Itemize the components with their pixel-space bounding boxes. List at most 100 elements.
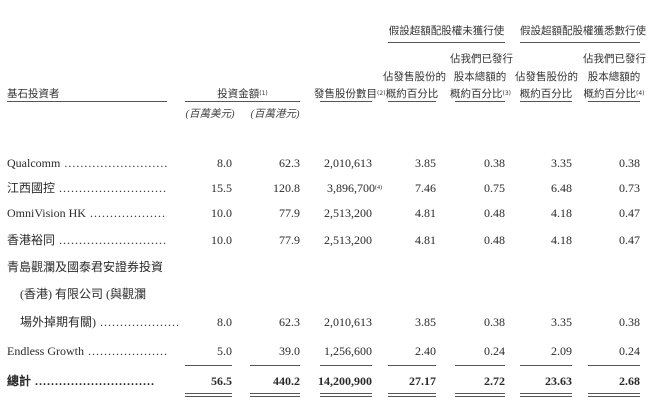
cell-p2: 0.38 — [415, 315, 505, 329]
subtotal-rule — [588, 365, 640, 366]
cell-usd: 5.0 — [142, 344, 232, 358]
cell-value: 0.24 — [484, 344, 505, 358]
cell-value: 4.81 — [415, 233, 436, 247]
cell-value: 0.73 — [619, 181, 640, 195]
cell-value: 2,513,200 — [324, 206, 372, 220]
cell-value: 0.75 — [484, 181, 505, 195]
cell-value: 2,010,613 — [324, 156, 372, 170]
cell-usd: 15.5 — [142, 181, 232, 195]
cell-p4: 2.68 — [550, 374, 640, 388]
investor-name-line2: (香港) 有限公司 (與觀瀾 — [20, 287, 146, 301]
total-double-rule — [388, 393, 436, 394]
rule — [388, 42, 505, 43]
cell-shares: 2,513,200 — [282, 233, 372, 247]
group-header-not-exercised: 假設超額配股權未獲行使 — [388, 25, 505, 37]
investment-amount-header: 投資金額(1) — [185, 87, 300, 101]
footnote-marker: (2) — [377, 90, 386, 97]
cell-p2: 0.24 — [415, 344, 505, 358]
cell-hkd: 62.3 — [210, 156, 300, 170]
cell-hkd: 77.9 — [210, 206, 300, 220]
investor-name: 總計 .............................. — [7, 374, 167, 388]
total-double-rule — [185, 396, 232, 397]
total-double-rule — [520, 393, 572, 394]
cell-value: 2,010,613 — [324, 315, 372, 329]
cell-usd: 8.0 — [142, 156, 232, 170]
cell-p3: 23.63 — [482, 374, 572, 388]
investor-header: 基石投資者 — [7, 88, 60, 100]
cell-p3: 2.09 — [482, 344, 572, 358]
cell-value: 62.3 — [279, 156, 300, 170]
cell-value: 77.9 — [279, 233, 300, 247]
investor-name: 香港裕同 .............................. — [7, 233, 167, 247]
cell-value: 3.85 — [415, 315, 436, 329]
cell-usd: 8.0 — [142, 315, 232, 329]
cell-hkd: 62.3 — [210, 315, 300, 329]
cell-usd: 10.0 — [142, 206, 232, 220]
cell-p3: 6.48 — [482, 181, 572, 195]
cell-usd: 56.5 — [142, 374, 232, 388]
cell-hkd: 440.2 — [210, 374, 300, 388]
cell-value: 3.35 — [551, 315, 572, 329]
cell-shares: 2,513,200 — [282, 206, 372, 220]
investor-name: Qualcomm .............................. — [7, 156, 167, 170]
group-header-fully-exercised: 假設超額配股權獲悉數行使 — [520, 25, 646, 37]
shares-offered-label: 發售股份數目 — [314, 88, 377, 100]
shares-offered-header: 發售股份數目(2) — [314, 87, 386, 101]
leader-dots: .............................. — [64, 156, 167, 170]
subtotal-rule — [455, 365, 505, 366]
investor-name-line1: 青島觀瀾及國泰君安證券投資 — [7, 260, 164, 274]
subtotal-rule — [320, 365, 372, 366]
investor-name-text: OmniVision HK — [7, 206, 86, 220]
cell-value: 0.24 — [619, 344, 640, 358]
cell-value: 10.0 — [211, 206, 232, 220]
cell-value: 0.38 — [484, 156, 505, 170]
cell-value: 77.9 — [279, 206, 300, 220]
cell-p3: 3.35 — [482, 315, 572, 329]
total-double-rule — [320, 393, 372, 394]
pct-issued-header-line2: 股本總額的 — [587, 71, 641, 83]
total-double-rule — [388, 396, 436, 397]
cell-usd: 10.0 — [142, 233, 232, 247]
investor-name: Endless Growth .........................… — [7, 344, 167, 358]
total-double-rule — [588, 396, 640, 397]
cell-value: 4.81 — [415, 206, 436, 220]
cell-value: 2.40 — [415, 344, 436, 358]
cell-shares: 1,256,600 — [282, 344, 372, 358]
total-double-rule — [320, 396, 372, 397]
cell-value: 2.72 — [484, 374, 505, 388]
cell-p4: 0.24 — [550, 344, 640, 358]
total-double-rule — [455, 393, 505, 394]
cell-value: 62.3 — [279, 315, 300, 329]
cell-value: 10.0 — [211, 233, 232, 247]
total-double-rule — [520, 396, 572, 397]
pct-offer-header-line1: 佔發售股份的 — [515, 71, 578, 83]
pct-issued-header-line3: 概約百分比(4) — [583, 87, 645, 101]
investor-name: 江西國控 .............................. — [7, 181, 167, 195]
subtotal-rule — [250, 365, 300, 366]
cell-p2: 0.38 — [415, 156, 505, 170]
leader-dots: .............................. — [55, 181, 167, 195]
cell-p3: 3.35 — [482, 156, 572, 170]
total-double-rule — [455, 396, 505, 397]
cell-p2: 0.48 — [415, 233, 505, 247]
total-double-rule — [588, 393, 640, 394]
cell-value: 2,513,200 — [324, 233, 372, 247]
cell-hkd: 77.9 — [210, 233, 300, 247]
footnote-marker: (4) — [375, 185, 382, 191]
cell-value: 1,256,600 — [324, 344, 372, 358]
rule — [7, 101, 167, 102]
pct-issued-header-line3: 概約百分比(3) — [450, 87, 511, 101]
rule — [520, 42, 640, 43]
pct-issued-header-line1: 佔我們已發行 — [450, 53, 513, 65]
leader-dots: .............................. — [31, 374, 156, 388]
unit-usd: (百萬美元) — [185, 109, 235, 120]
pct-issued-header-line3-text: 概約百分比 — [583, 88, 637, 100]
cell-p3: 4.18 — [482, 206, 572, 220]
cell-value: 4.18 — [551, 233, 572, 247]
cell-p4: 0.38 — [550, 315, 640, 329]
rule — [520, 101, 572, 102]
cell-p1: 3.85 — [346, 315, 436, 329]
investor-name: 場外掉期有關) .............................. — [20, 315, 180, 329]
pct-issued-header-line3-text: 概約百分比 — [450, 88, 503, 100]
cell-p2: 0.75 — [415, 181, 505, 195]
